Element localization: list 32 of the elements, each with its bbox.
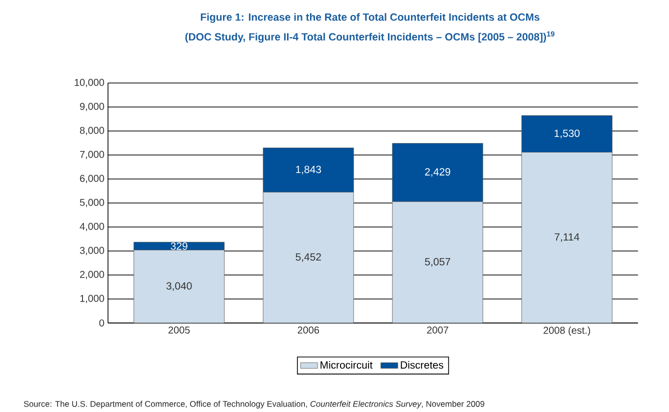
data-label: 329 — [170, 242, 188, 250]
data-label: 1,530 — [554, 130, 580, 138]
source-note: Source: The U.S. Department of Commerce, Office of Technology Evaluation, Counterfeit Electronics Survey, November 2009 — [24, 400, 484, 408]
x-tick-label: 2006 — [298, 326, 320, 334]
y-tick-label: 1,000 — [80, 294, 104, 304]
chart-title: Figure 1: Increase in the Rate of Total Counterfeit Incidents at OCMs — [200, 13, 540, 23]
y-tick-label: 9,000 — [80, 102, 104, 112]
y-tick-label: 8,000 — [80, 126, 104, 136]
y-tick-label: 6,000 — [80, 174, 104, 184]
legend-label: Microcircuit — [320, 360, 373, 369]
bar — [262, 192, 354, 323]
data-label: 5,057 — [424, 258, 450, 267]
x-tick-label: 2007 — [427, 326, 448, 334]
bar — [521, 152, 612, 323]
y-tick-label: 3,000 — [80, 246, 104, 256]
y-tick-label: 2,000 — [80, 270, 104, 280]
data-label: 3,040 — [166, 282, 192, 291]
bar — [392, 201, 484, 323]
bar — [134, 250, 224, 323]
chart-subtitle: (DOC Study, Figure II-4 Total Counterfeit Incidents – OCMs [2005 – 2008])$^{19}$ — [185, 31, 554, 43]
x-tick-label: 2005 — [168, 326, 190, 334]
y-tick-label: 7,000 — [80, 150, 104, 160]
y-tick-label: 10,000 — [74, 78, 104, 88]
data-label: 2,429 — [425, 168, 450, 177]
y-tick-label: 5,000 — [80, 198, 104, 208]
x-tick-label: 2008 (est.) — [544, 326, 590, 336]
legend-label: Discretes — [400, 360, 444, 369]
y-tick-label: 4,000 — [80, 222, 104, 232]
data-label: 7,114 — [554, 233, 580, 242]
data-label: 5,452 — [296, 253, 321, 262]
y-tick-label: 0 — [99, 319, 104, 327]
data-label: 1,843 — [296, 166, 321, 174]
